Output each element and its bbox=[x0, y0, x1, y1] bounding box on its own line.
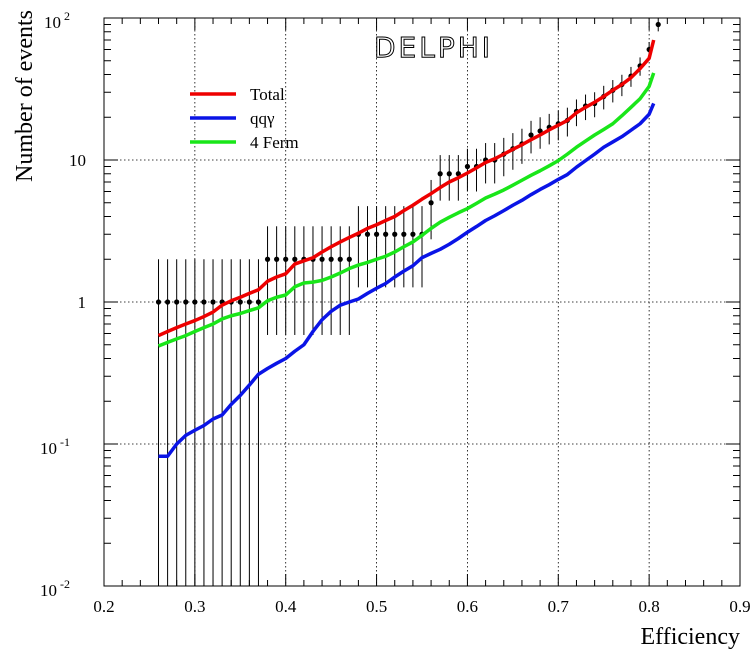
x-tick-label: 0.9 bbox=[729, 597, 750, 616]
series-line-1 bbox=[158, 102, 656, 458]
data-point bbox=[401, 231, 407, 237]
data-point bbox=[183, 299, 189, 305]
data-point bbox=[174, 299, 180, 305]
x-tick-label: 0.8 bbox=[639, 597, 660, 616]
legend-label-0: Total bbox=[250, 85, 285, 104]
delphi-annotation: DELPHI bbox=[374, 31, 493, 64]
y-tick-label: 10 bbox=[69, 151, 86, 170]
data-point bbox=[328, 256, 334, 262]
series-line-0 bbox=[157, 39, 656, 338]
axis-ticks bbox=[103, 17, 741, 587]
data-point bbox=[237, 299, 243, 305]
data-point bbox=[319, 256, 325, 262]
y-axis-label: Number of events bbox=[12, 10, 38, 182]
legend: Total qqγ 4 Ferm bbox=[190, 85, 299, 152]
y-tick-label: 10 2 bbox=[44, 9, 70, 32]
x-tick-label: 0.2 bbox=[93, 597, 114, 616]
data-point bbox=[392, 231, 398, 237]
x-tick-label: 0.7 bbox=[548, 597, 570, 616]
data-point bbox=[210, 299, 216, 305]
series-line-2 bbox=[157, 72, 656, 348]
data-point bbox=[155, 299, 162, 305]
data-point bbox=[255, 299, 262, 305]
data-point bbox=[165, 299, 171, 305]
data-point bbox=[201, 299, 207, 305]
data-point bbox=[464, 163, 471, 170]
data-point bbox=[528, 132, 534, 138]
data-point bbox=[446, 171, 452, 177]
tick-labels: 0.2 0.3 0.4 0.5 0.6 0.7 0.8 0.9 10 -2 10 -1 1 10 10 2 bbox=[40, 9, 751, 616]
y-tick-label: 1 bbox=[78, 293, 87, 312]
data-point bbox=[428, 200, 434, 206]
data-point bbox=[655, 21, 661, 28]
x-tick-label: 0.3 bbox=[184, 597, 205, 616]
legend-label-1: qqγ bbox=[250, 109, 275, 128]
legend-label-2: 4 Ferm bbox=[250, 133, 299, 152]
data-point bbox=[364, 231, 371, 237]
data-point bbox=[192, 299, 198, 305]
x-axis-label: Efficiency bbox=[640, 624, 740, 650]
x-tick-label: 0.4 bbox=[275, 597, 297, 616]
data-point bbox=[246, 299, 252, 305]
data-point bbox=[373, 231, 380, 237]
data-point bbox=[283, 256, 289, 262]
data-point bbox=[274, 256, 280, 262]
y-tick-label: 10 -2 bbox=[40, 577, 70, 600]
data-point bbox=[437, 171, 443, 177]
data-point bbox=[346, 256, 352, 262]
data-point bbox=[455, 171, 461, 177]
data-point bbox=[410, 231, 416, 237]
x-tick-label: 0.5 bbox=[366, 597, 387, 616]
data-point bbox=[337, 256, 343, 262]
data-point bbox=[383, 231, 389, 237]
series-lines-layer bbox=[157, 39, 656, 458]
data-point bbox=[292, 256, 298, 262]
y-tick-label: 10 -1 bbox=[40, 435, 70, 458]
data-point bbox=[264, 256, 271, 262]
x-tick-label: 0.6 bbox=[457, 597, 478, 616]
grid-lines bbox=[104, 18, 740, 586]
